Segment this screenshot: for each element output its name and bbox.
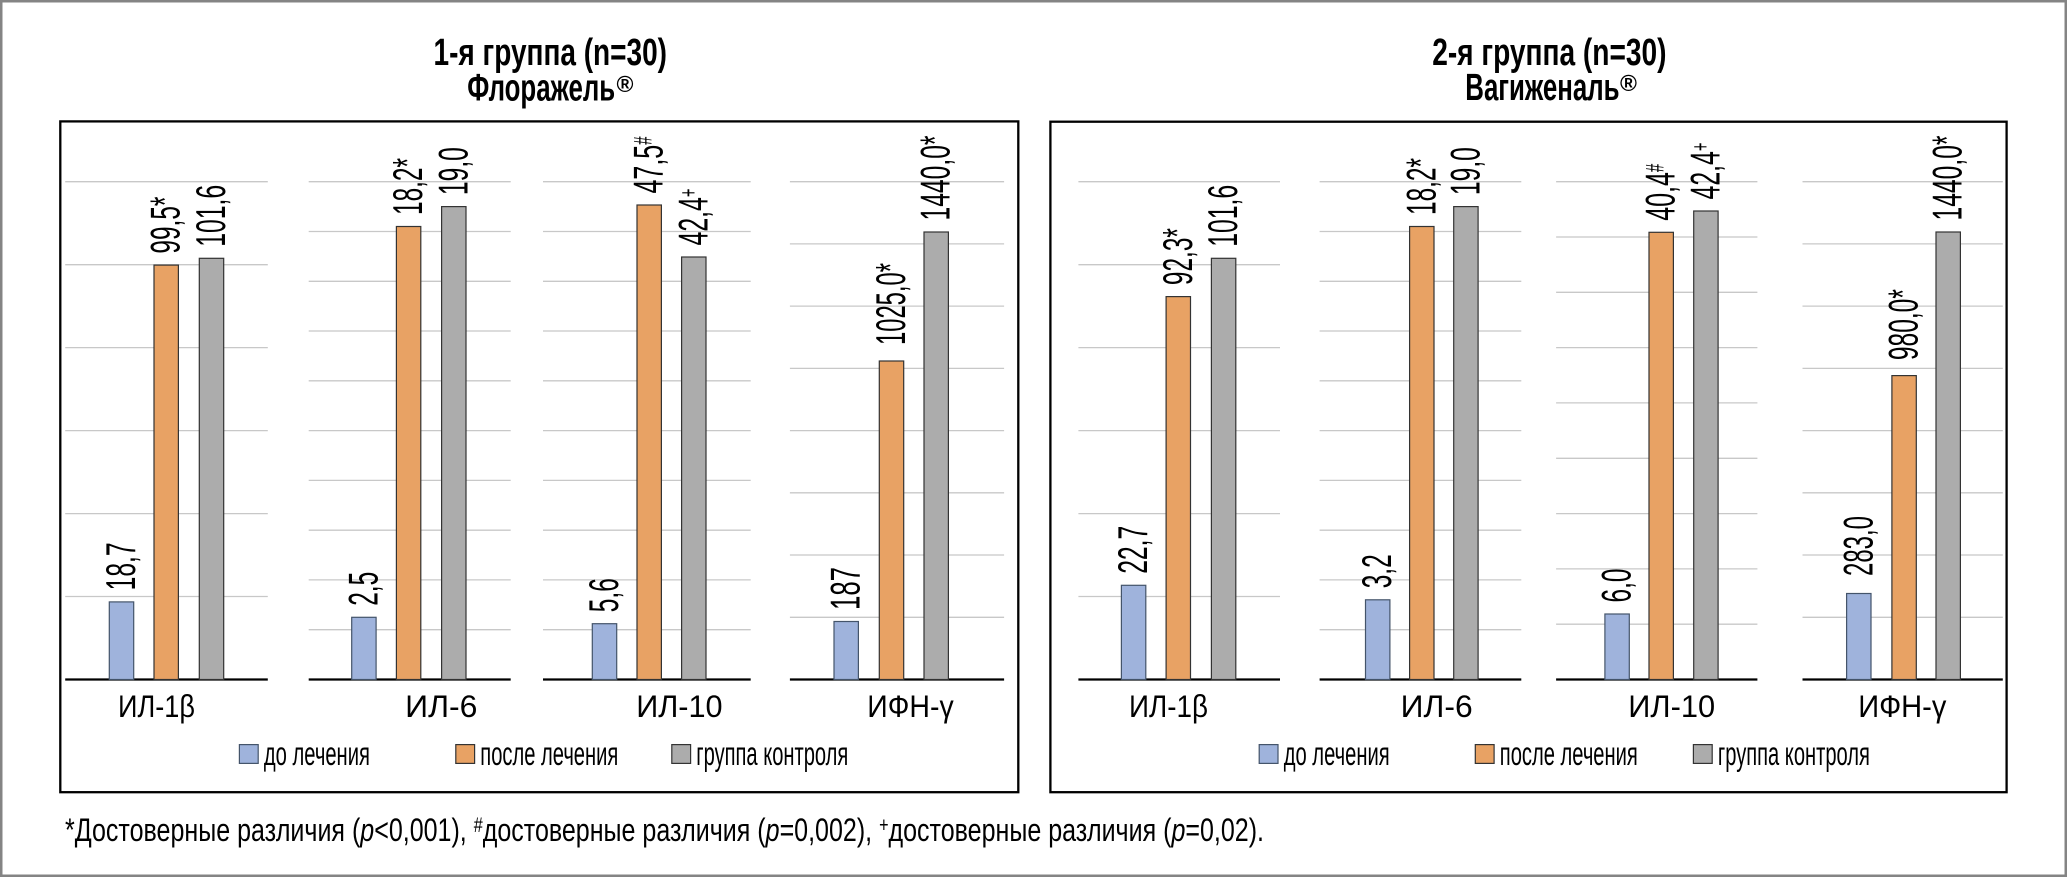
svg-text:19,0: 19,0 xyxy=(429,147,476,195)
svg-text:ИЛ-6: ИЛ-6 xyxy=(405,688,477,724)
svg-text:после лечения: после лечения xyxy=(480,735,618,772)
svg-text:ИЛ-10: ИЛ-10 xyxy=(1628,688,1715,724)
svg-text:®: ® xyxy=(617,71,634,97)
svg-text:Вагиженаль: Вагиженаль xyxy=(1465,67,1619,109)
svg-text:18,2*: 18,2* xyxy=(384,158,431,215)
svg-text:®: ® xyxy=(1620,70,1637,96)
svg-text:40,4#: 40,4# xyxy=(1637,164,1684,221)
svg-text:2,5: 2,5 xyxy=(339,572,386,606)
svg-text:101,6: 101,6 xyxy=(187,185,234,247)
svg-text:до лечения: до лечения xyxy=(264,735,370,772)
svg-text:5,6: 5,6 xyxy=(580,578,627,612)
svg-text:18,7: 18,7 xyxy=(97,542,144,590)
svg-text:группа контроля: группа контроля xyxy=(696,735,848,772)
svg-text:*Достоверные различия (p<0,001: *Достоверные различия (p<0,001), #достов… xyxy=(65,812,1264,848)
svg-text:92,3*: 92,3* xyxy=(1154,228,1201,285)
svg-text:22,7: 22,7 xyxy=(1109,526,1156,574)
svg-text:42,4+: 42,4+ xyxy=(1681,143,1728,200)
svg-text:18,2*: 18,2* xyxy=(1397,158,1444,215)
svg-text:19,0: 19,0 xyxy=(1441,147,1488,195)
svg-text:2-я группа (n=30): 2-я группа (n=30) xyxy=(1432,32,1666,74)
svg-text:1440,0*: 1440,0* xyxy=(912,136,959,221)
svg-text:ИЛ-1β: ИЛ-1β xyxy=(1129,688,1208,724)
svg-text:980,0*: 980,0* xyxy=(1880,289,1927,360)
svg-text:ИФН-γ: ИФН-γ xyxy=(867,688,954,724)
svg-text:группа контроля: группа контроля xyxy=(1718,735,1870,772)
svg-text:1025,0*: 1025,0* xyxy=(867,263,914,345)
svg-text:до лечения: до лечения xyxy=(1284,735,1390,772)
svg-text:42,4+: 42,4+ xyxy=(669,189,716,246)
svg-text:1-я группа (n=30): 1-я группа (n=30) xyxy=(434,32,668,74)
svg-text:6,0: 6,0 xyxy=(1593,569,1640,603)
svg-text:1440,0*: 1440,0* xyxy=(1924,136,1971,221)
svg-text:99,5*: 99,5* xyxy=(142,197,189,254)
svg-text:3,2: 3,2 xyxy=(1353,554,1400,588)
svg-text:после лечения: после лечения xyxy=(1500,735,1638,772)
svg-text:ИФН-γ: ИФН-γ xyxy=(1858,688,1946,724)
svg-text:ИЛ-6: ИЛ-6 xyxy=(1401,688,1473,724)
svg-text:47,5#: 47,5# xyxy=(625,136,672,193)
svg-text:187: 187 xyxy=(822,567,869,610)
svg-text:Флоражель: Флоражель xyxy=(467,68,615,110)
svg-text:101,6: 101,6 xyxy=(1199,185,1246,247)
svg-text:ИЛ-10: ИЛ-10 xyxy=(636,688,722,724)
svg-text:283,0: 283,0 xyxy=(1834,516,1881,576)
svg-text:ИЛ-1β: ИЛ-1β xyxy=(118,688,195,724)
